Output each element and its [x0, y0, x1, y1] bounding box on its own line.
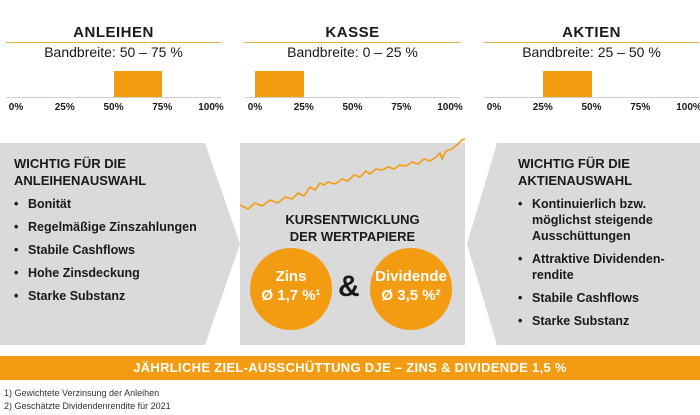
tick-label: 100%: [198, 102, 224, 113]
interest-value: Ø 1,7 %¹: [261, 287, 321, 304]
range-track: [484, 97, 699, 98]
tick-label: 50%: [103, 102, 124, 113]
heading-line: WICHTIG FÜR DIE: [518, 156, 630, 171]
range-bar: [255, 71, 304, 97]
tick-label: 0%: [486, 102, 502, 113]
list-item: Kontinuierlich bzw. möglichst steigende …: [518, 196, 688, 244]
tick-label: 75%: [152, 102, 173, 113]
tick-label: 0%: [247, 102, 263, 113]
tick-label: 50%: [342, 102, 363, 113]
dividend-value: Ø 3,5 %²: [381, 287, 441, 304]
tick-label: 25%: [293, 102, 314, 113]
band-title: AKTIEN: [562, 24, 621, 41]
footnote-2: 2) Geschätzte Dividendenrendite für 2021: [4, 401, 171, 411]
list-item: Hohe Zinsdeckung: [14, 265, 209, 281]
tick-label: 100%: [676, 102, 700, 113]
target-distribution-banner: JÄHRLICHE ZIEL-AUSSCHÜTTUNG DJE – ZINS &…: [0, 356, 700, 380]
range-bar: [542, 71, 592, 97]
band-range: Bandbreite: 0 – 25 %: [287, 44, 418, 60]
equity-criteria-heading: WICHTIG FÜR DIE AKTIENAUSWAHL: [518, 155, 632, 189]
title-line: DER WERTPAPIERE: [289, 229, 416, 244]
heading-line: WICHTIG FÜR DIE: [14, 156, 126, 171]
tick-label: 75%: [391, 102, 412, 113]
interest-label: Zins: [275, 268, 307, 285]
tick-label: 100%: [437, 102, 463, 113]
range-track: [245, 97, 460, 98]
tick-label: 75%: [630, 102, 651, 113]
list-item: Attraktive Dividenden-rendite: [518, 251, 688, 283]
dividend-label: Dividende: [375, 268, 447, 285]
list-item: Stabile Cashflows: [14, 242, 209, 258]
list-item: Starke Substanz: [518, 313, 688, 329]
band-title: KASSE: [325, 24, 380, 41]
equity-criteria-panel: [467, 143, 700, 345]
equity-criteria-list: Kontinuierlich bzw. möglichst steigende …: [518, 196, 688, 336]
ampersand: &: [338, 270, 360, 303]
band-rule: [484, 42, 699, 43]
dividend-circle: Dividende Ø 3,5 %²: [370, 248, 452, 330]
range-track: [6, 97, 221, 98]
band-kasse: KASSE Bandbreite: 0 – 25 % 0% 25% 50% 75…: [245, 0, 463, 120]
list-item: Regelmäßige Zinszahlungen: [14, 219, 209, 235]
list-item: Stabile Cashflows: [518, 290, 688, 306]
tick-label: 0%: [8, 102, 24, 113]
band-rule: [245, 42, 460, 43]
band-aktien: AKTIEN Bandbreite: 25 – 50 % 0% 25% 50% …: [484, 0, 700, 120]
title-line: KURSENTWICKLUNG: [285, 212, 420, 227]
band-anleihen: ANLEIHEN Bandbreite: 50 – 75 % 0% 25% 50…: [6, 0, 224, 120]
bond-criteria-list: Bonität Regelmäßige Zinszahlungen Stabil…: [14, 196, 209, 311]
price-line-graphic: [240, 138, 465, 210]
band-title: ANLEIHEN: [73, 24, 154, 41]
heading-line: ANLEIHENAUSWAHL: [14, 173, 147, 188]
tick-label: 50%: [581, 102, 602, 113]
band-rule: [6, 42, 221, 43]
interest-circle: Zins Ø 1,7 %¹: [250, 248, 332, 330]
price-development-title: KURSENTWICKLUNG DER WERTPAPIERE: [240, 211, 465, 245]
range-bar: [113, 71, 163, 97]
bond-criteria-heading: WICHTIG FÜR DIE ANLEIHENAUSWAHL: [14, 155, 146, 189]
footnote-1: 1) Gewichtete Verzinsung der Anleihen: [4, 388, 160, 398]
band-range: Bandbreite: 25 – 50 %: [522, 44, 661, 60]
tick-label: 25%: [54, 102, 75, 113]
heading-line: AKTIENAUSWAHL: [518, 173, 633, 188]
tick-label: 25%: [532, 102, 553, 113]
list-item: Bonität: [14, 196, 209, 212]
band-range: Bandbreite: 50 – 75 %: [44, 44, 183, 60]
list-item: Starke Substanz: [14, 288, 209, 304]
